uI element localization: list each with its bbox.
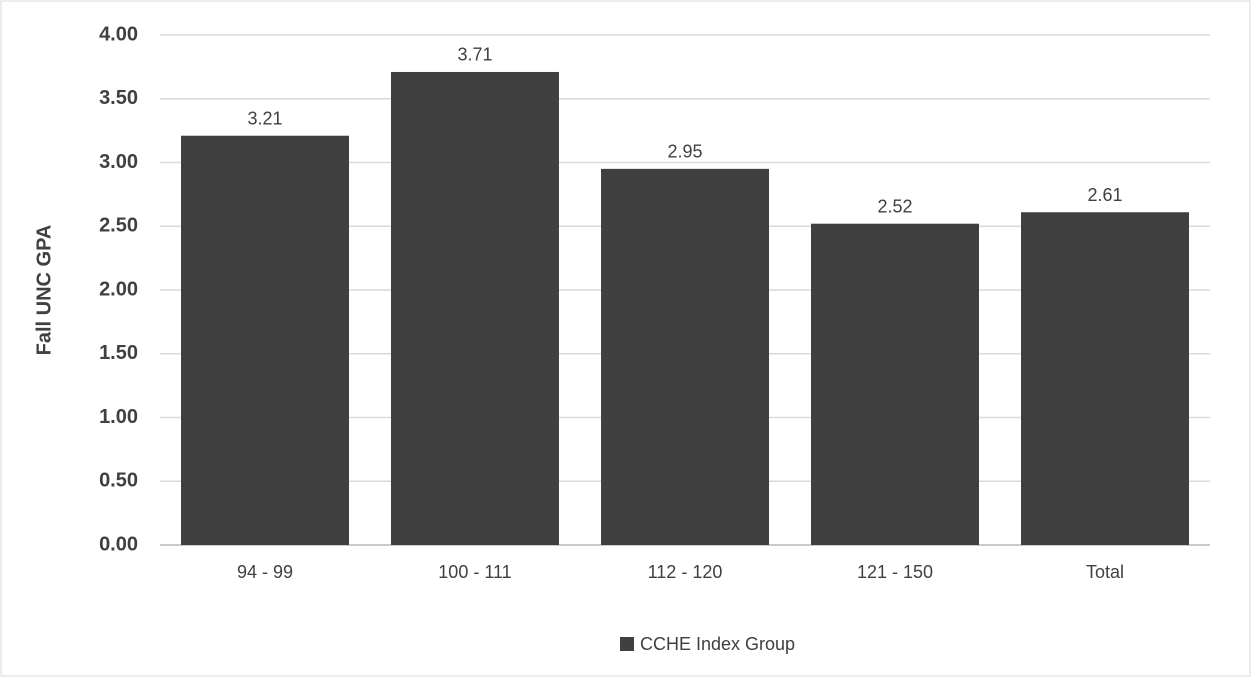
legend-swatch <box>620 637 634 651</box>
data-label: 3.71 <box>457 45 492 65</box>
y-tick-label: 2.00 <box>99 278 138 300</box>
bar <box>811 223 979 545</box>
y-axis-title: Fall UNC GPA <box>33 225 55 356</box>
x-tick-label: 121 - 150 <box>857 562 933 582</box>
data-label: 2.95 <box>667 142 702 162</box>
x-tick-label: Total <box>1086 562 1124 582</box>
x-tick-label: 100 - 111 <box>438 562 511 582</box>
bar <box>601 168 769 545</box>
y-tick-label: 0.00 <box>99 533 138 555</box>
data-label: 2.61 <box>1087 185 1122 205</box>
y-tick-label: 1.00 <box>99 406 138 428</box>
y-tick-label: 2.50 <box>99 215 138 237</box>
data-label: 2.52 <box>877 196 912 216</box>
x-tick-label: 94 - 99 <box>237 562 293 582</box>
legend-label: CCHE Index Group <box>640 634 795 654</box>
data-label: 3.21 <box>247 108 282 128</box>
y-tick-label: 3.00 <box>99 151 138 173</box>
y-tick-label: 3.50 <box>99 87 138 109</box>
bar <box>391 71 559 545</box>
y-tick-label: 1.50 <box>99 342 138 364</box>
y-tick-label: 4.00 <box>99 23 138 45</box>
bar <box>1021 212 1189 545</box>
x-tick-label: 112 - 120 <box>648 562 723 582</box>
y-tick-label: 0.50 <box>99 470 138 492</box>
bar <box>181 135 349 545</box>
